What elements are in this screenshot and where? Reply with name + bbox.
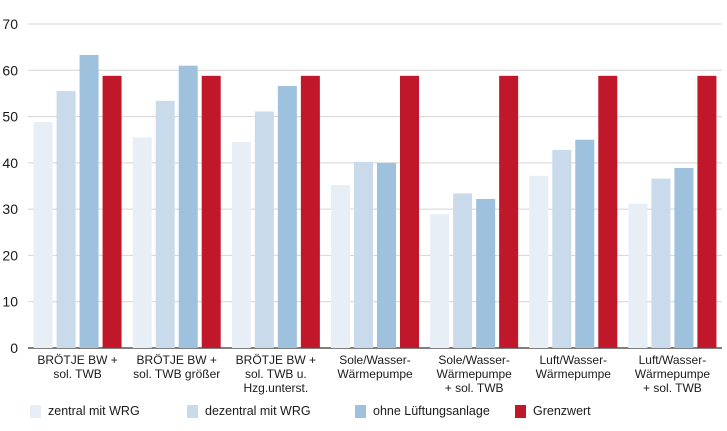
x-category-label: Wärmepumpe xyxy=(635,367,711,381)
x-category-label: Sole/Wasser- xyxy=(438,353,510,367)
x-category-label: + sol. TWB xyxy=(445,381,504,395)
bar-zentral-mit-wrg xyxy=(529,175,549,348)
x-category-label: Luft/Wasser- xyxy=(639,353,707,367)
x-category-label: BRÖTJE BW + xyxy=(236,353,316,367)
bar-zentral-mit-wrg xyxy=(628,203,648,348)
bar-grenzwert xyxy=(499,75,519,348)
y-tick-label: 0 xyxy=(10,340,18,356)
bar-ohne-l-ftungsanlage xyxy=(178,65,198,349)
y-tick-label: 40 xyxy=(2,155,18,171)
legend-swatch-ohne xyxy=(355,404,366,418)
legend-label-dezentral: dezentral mit WRG xyxy=(205,404,311,418)
bar-zentral-mit-wrg xyxy=(231,142,251,348)
x-category-label: sol. TWB xyxy=(53,367,101,381)
x-category-label: sol. TWB größer xyxy=(133,367,220,381)
legend-item-grenzwert: Grenzwert xyxy=(515,404,591,418)
bar-dezentral-mit-wrg xyxy=(56,91,76,348)
legend: zentral mit WRG dezentral mit WRG ohne L… xyxy=(30,404,720,424)
bar-ohne-l-ftungsanlage xyxy=(277,86,297,348)
x-category-label: Wärmepumpe xyxy=(337,367,413,381)
bar-ohne-l-ftungsanlage xyxy=(476,198,496,348)
bar-dezentral-mit-wrg xyxy=(552,149,572,348)
bar-dezentral-mit-wrg xyxy=(354,161,373,348)
bar-dezentral-mit-wrg xyxy=(155,100,175,348)
bar-grenzwert xyxy=(300,75,320,348)
y-tick-label: 20 xyxy=(2,247,18,263)
bar-dezentral-mit-wrg xyxy=(453,193,473,348)
bar-grenzwert xyxy=(102,75,122,348)
bar-ohne-l-ftungsanlage xyxy=(79,55,99,349)
bar-ohne-l-ftungsanlage xyxy=(575,139,595,348)
bar-grenzwert xyxy=(400,75,419,348)
bar-dezentral-mit-wrg xyxy=(651,178,671,348)
x-category-label: BRÖTJE BW + xyxy=(137,353,217,367)
x-category-label: Wärmepumpe xyxy=(436,367,512,381)
legend-label-ohne: ohne Lüftungsanlage xyxy=(373,404,490,418)
legend-swatch-zentral xyxy=(30,404,41,418)
bar-grenzwert xyxy=(598,75,618,348)
y-tick-label: 30 xyxy=(2,201,18,217)
bar-dezentral-mit-wrg xyxy=(254,111,274,348)
y-tick-label: 60 xyxy=(2,62,18,78)
legend-label-zentral: zentral mit WRG xyxy=(48,404,140,418)
y-tick-label: 10 xyxy=(2,294,18,310)
x-category-label: Sole/Wasser- xyxy=(339,353,411,367)
bar-zentral-mit-wrg xyxy=(430,214,450,348)
bar-ohne-l-ftungsanlage xyxy=(377,162,396,348)
legend-label-grenzwert: Grenzwert xyxy=(533,404,591,418)
x-category-label: sol. TWB u. xyxy=(245,367,307,381)
x-category-label: Hzg.unterst. xyxy=(244,381,309,395)
legend-item-zentral: zentral mit WRG xyxy=(30,404,140,418)
y-tick-label: 50 xyxy=(2,109,18,125)
x-category-label: BRÖTJE BW + xyxy=(37,353,117,367)
x-category-label: + sol. TWB xyxy=(643,381,702,395)
bar-grenzwert xyxy=(201,75,221,348)
bar-ohne-l-ftungsanlage xyxy=(674,167,694,348)
legend-item-dezentral: dezentral mit WRG xyxy=(187,404,311,418)
bar-zentral-mit-wrg xyxy=(33,122,53,348)
bar-grenzwert xyxy=(697,75,717,348)
legend-swatch-dezentral xyxy=(187,404,198,418)
x-category-label: Wärmepumpe xyxy=(536,367,612,381)
legend-swatch-grenzwert xyxy=(515,404,526,418)
y-tick-label: 70 xyxy=(2,16,18,32)
bar-zentral-mit-wrg xyxy=(132,137,152,348)
x-category-label: Luft/Wasser- xyxy=(539,353,607,367)
legend-item-ohne: ohne Lüftungsanlage xyxy=(355,404,490,418)
bar-zentral-mit-wrg xyxy=(331,185,350,348)
